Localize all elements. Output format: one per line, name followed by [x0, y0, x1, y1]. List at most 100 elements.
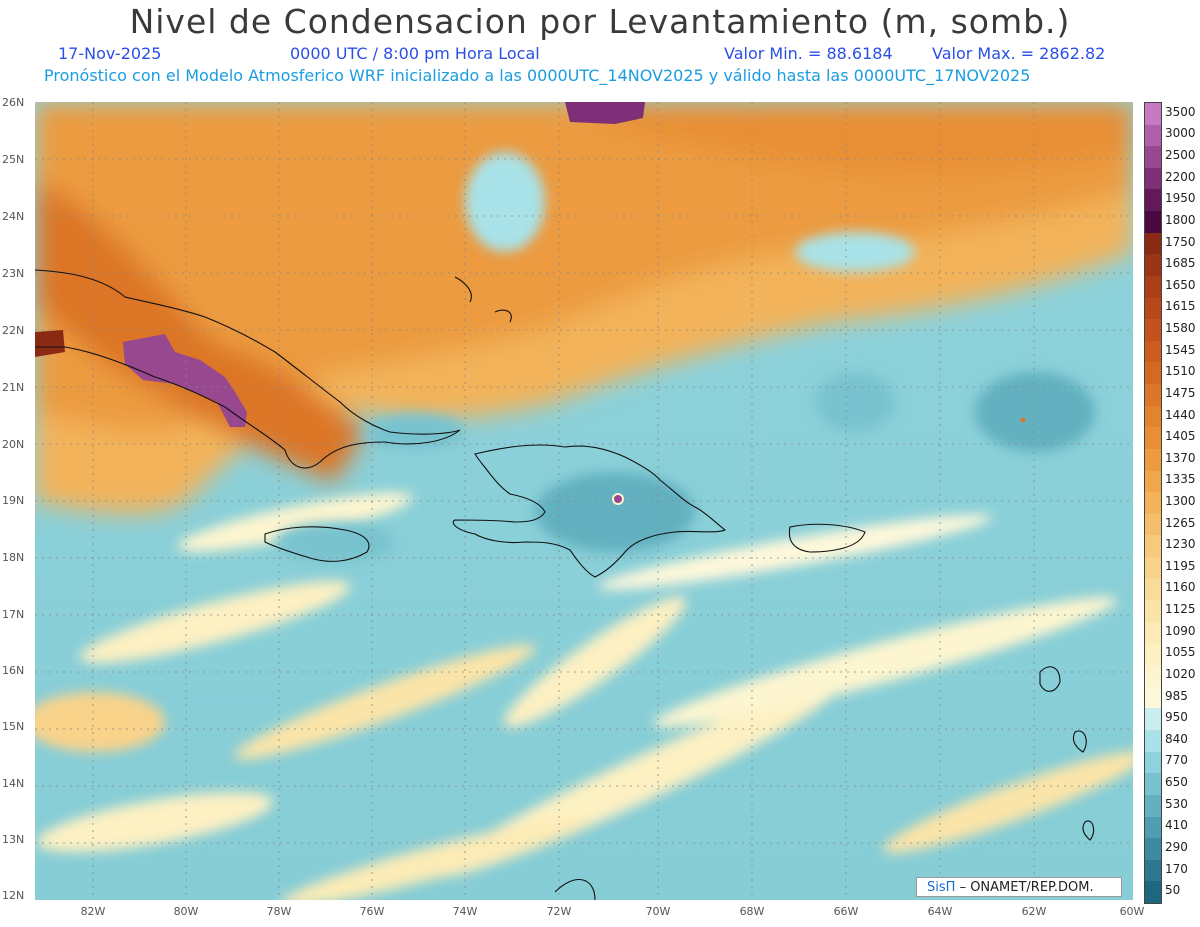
lcl-maximum-north	[565, 102, 645, 124]
max-value: Valor Max. = 2862.82	[932, 44, 1106, 63]
colorbar-segment	[1145, 254, 1161, 277]
lon-label: 62W	[1021, 905, 1047, 918]
peak-marker-hispaniola	[612, 493, 624, 505]
colorbar-label: 1440	[1165, 407, 1196, 422]
colorbar-label: 650	[1165, 775, 1188, 790]
lat-label: 15N	[2, 720, 25, 733]
colorbar-label: 1615	[1165, 299, 1196, 314]
colorbar-segment	[1145, 340, 1161, 363]
lon-label: 70W	[645, 905, 671, 918]
colorbar-label: 1800	[1165, 212, 1196, 227]
colorbar-label: 1510	[1165, 364, 1196, 379]
cool-pockets	[275, 152, 1095, 562]
colorbar	[1144, 102, 1162, 904]
colorbar-label: 1055	[1165, 645, 1196, 660]
south-america-coast	[554, 878, 596, 900]
colorbar-segment	[1145, 275, 1161, 299]
lcl-maximum-west	[35, 330, 65, 357]
colorbar-segment	[1145, 686, 1161, 709]
colorbar-label: 1160	[1165, 580, 1196, 595]
colorbar-segment	[1145, 643, 1161, 666]
lat-label: 18N	[2, 551, 25, 564]
lat-label: 13N	[2, 833, 25, 846]
colorbar-segment	[1145, 773, 1161, 796]
colorbar-label: 1300	[1165, 494, 1196, 508]
colorbar-segment	[1145, 578, 1161, 601]
hispaniola-coast	[452, 444, 727, 578]
credit-box: SisΠ – ONAMET/REP.DOM.	[916, 877, 1122, 897]
colorbar-segment	[1145, 794, 1161, 817]
colorbar-label: 1545	[1165, 342, 1196, 357]
colorbar-segment	[1145, 535, 1161, 558]
colorbar-label: 770	[1165, 753, 1188, 768]
lat-label: 17N	[2, 608, 25, 621]
colorbar-label: 530	[1165, 796, 1188, 811]
colorbar-label: 840	[1165, 731, 1188, 746]
colorbar-segment	[1145, 881, 1161, 904]
lon-label: 72W	[546, 905, 572, 918]
lon-label: 76W	[359, 905, 385, 918]
turks-coast	[494, 309, 512, 323]
colorbar-segment	[1145, 470, 1161, 493]
colorbar-segment	[1145, 232, 1161, 255]
colorbar-segment	[1145, 665, 1161, 688]
colorbar-segment	[1145, 297, 1161, 320]
lat-label: 25N	[2, 153, 25, 166]
lat-label: 12N	[2, 889, 25, 902]
colorbar-label: 1265	[1165, 515, 1196, 530]
colorbar-segment	[1145, 211, 1161, 234]
colorbar-segment	[1145, 751, 1161, 774]
colorbar-label: 985	[1165, 688, 1188, 703]
colorbar-label: 1475	[1165, 385, 1196, 400]
lat-label: 21N	[2, 381, 25, 394]
colorbar-label: 1650	[1165, 277, 1196, 292]
colorbar-segment	[1145, 405, 1161, 428]
colorbar-label: 3500	[1165, 104, 1196, 119]
lat-label: 20N	[2, 438, 25, 451]
colorbar-segment	[1145, 492, 1161, 515]
st-vincent-coast	[1082, 820, 1095, 841]
south-mixed-region	[35, 492, 1133, 900]
lon-label: 60W	[1119, 905, 1145, 918]
colorbar-label: 1750	[1165, 234, 1196, 249]
coastlines	[35, 269, 1095, 900]
colorbar-segment	[1145, 189, 1161, 212]
north-warm-region	[35, 102, 1133, 514]
colorbar-label: 290	[1165, 839, 1188, 854]
grid-lines	[35, 102, 1133, 900]
colorbar-segment	[1145, 621, 1161, 645]
lat-label: 26N	[2, 96, 25, 109]
lon-label: 80W	[173, 905, 199, 918]
colorbar-segment	[1145, 600, 1161, 623]
colorbar-label: 1195	[1165, 558, 1196, 573]
colorbar-segment	[1145, 448, 1161, 472]
lat-label: 22N	[2, 324, 25, 337]
colorbar-label: 410	[1165, 818, 1188, 833]
lcl-maximum-cuba	[123, 334, 247, 427]
colorbar-segment	[1145, 384, 1161, 407]
lat-label: 19N	[2, 494, 25, 507]
colorbar-segment	[1145, 838, 1161, 861]
lon-label: 82W	[80, 905, 106, 918]
puerto-rico-coast	[788, 523, 866, 553]
colorbar-label: 50	[1165, 883, 1181, 898]
map-area	[35, 102, 1133, 900]
colorbar-label: 950	[1165, 710, 1188, 725]
colorbar-label: 1020	[1165, 666, 1196, 681]
lat-label: 16N	[2, 664, 25, 677]
lat-label: 14N	[2, 777, 25, 790]
colorbar-label: 1090	[1165, 623, 1196, 638]
colorbar-label: 170	[1165, 861, 1188, 876]
colorbar-segment	[1145, 427, 1161, 450]
colorbar-segment	[1145, 124, 1161, 147]
forecast-date: 17-Nov-2025	[58, 44, 162, 63]
lat-label: 23N	[2, 267, 25, 280]
guadeloupe-coast	[1039, 666, 1061, 692]
colorbar-segment	[1145, 730, 1161, 753]
lat-label: 24N	[2, 210, 25, 223]
lon-label: 66W	[833, 905, 859, 918]
colorbar-segment	[1145, 103, 1161, 126]
martinique-coast	[1072, 730, 1087, 753]
cuba-coast	[35, 269, 461, 469]
colorbar-segment	[1145, 708, 1161, 731]
